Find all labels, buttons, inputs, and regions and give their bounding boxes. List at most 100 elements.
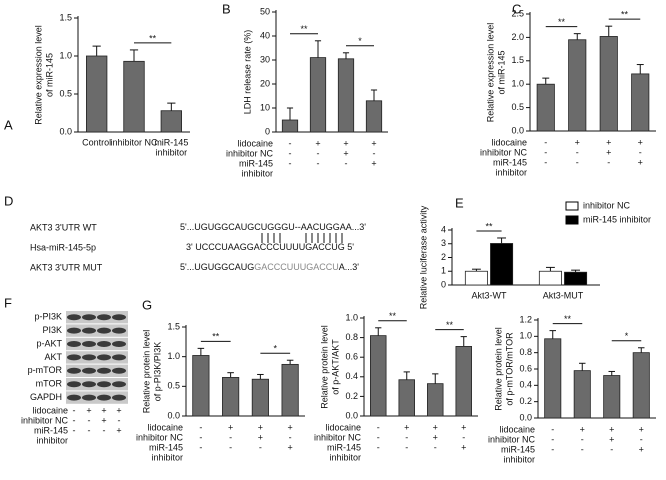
- legend-swatch: [565, 201, 579, 211]
- condition-label: inhibitor NC: [136, 432, 184, 442]
- condition-sign: -: [576, 147, 579, 157]
- condition-sign: +: [343, 148, 348, 158]
- bar: [536, 83, 555, 132]
- condition-sign: +: [315, 138, 320, 148]
- y-tick-label: 1.0: [345, 312, 358, 322]
- blot-band: [112, 314, 126, 321]
- blot-band: [112, 341, 126, 347]
- y-tick-label: 1.5: [511, 55, 524, 65]
- condition-label: miR-145: [327, 442, 361, 452]
- condition-sign: +: [371, 158, 376, 168]
- condition-sign: +: [461, 422, 466, 432]
- condition-sign: -: [199, 422, 202, 432]
- condition-sign: -: [551, 434, 554, 444]
- condition-sign: -: [88, 425, 91, 435]
- y-tick-label: 0.8: [345, 332, 358, 342]
- sequence: 3' UCCCUAAGGACCCUUUUGACCUG 5': [186, 242, 354, 252]
- y-tick-label: 0.0: [59, 126, 72, 136]
- y-tick-label: 0.5: [167, 381, 180, 391]
- significance-label: **: [300, 24, 308, 34]
- y-tick-label: 0: [265, 126, 270, 136]
- x-tick-label: Control: [82, 137, 111, 147]
- condition-label: miR-145: [34, 425, 68, 435]
- blot-band: [112, 354, 126, 361]
- condition-sign: -: [289, 158, 292, 168]
- blot-band: [67, 394, 81, 401]
- condition-sign: -: [73, 425, 76, 435]
- blot-band: [82, 394, 96, 401]
- y-tick-label: 0.2: [345, 391, 358, 401]
- x-tick-label: inhibitor NC: [110, 137, 158, 147]
- condition-sign: -: [73, 415, 76, 425]
- blot-band: [82, 367, 96, 374]
- sequence-segment: A...3': [339, 262, 360, 272]
- condition-label: inhibitor NC: [21, 415, 69, 425]
- x-tick-label: Akt3-MUT: [543, 290, 584, 300]
- condition-sign: +: [343, 138, 348, 148]
- condition-sign: +: [606, 147, 611, 157]
- panel-letter: D: [4, 193, 13, 208]
- protein-label: p-mTOR: [28, 365, 63, 375]
- condition-sign: +: [639, 444, 644, 454]
- significance-label: **: [485, 221, 493, 231]
- blot-band: [82, 341, 96, 347]
- y-axis-label: Relative protein level: [141, 330, 151, 414]
- sequence-panel: D AKT3 3'UTR WT 5'...UGUGGCAUGCUGGGU--AACU…: [4, 193, 366, 272]
- bar: [538, 270, 562, 286]
- bar: [455, 346, 472, 417]
- protein-label: PI3K: [42, 325, 62, 335]
- bar: [599, 36, 618, 132]
- condition-sign: -: [377, 422, 380, 432]
- blot-band: [82, 327, 96, 334]
- sequence-name: AKT3 3'UTR WT: [30, 222, 97, 232]
- legend-label: inhibitor NC: [583, 200, 631, 210]
- blot-band: [67, 341, 81, 347]
- condition-sign: +: [433, 422, 438, 432]
- y-tick-label: 1: [441, 266, 446, 276]
- y-axis-label: of p-PI3K/PI3K: [152, 342, 162, 402]
- condition-sign: +: [258, 422, 263, 432]
- panel-letter: E: [455, 195, 464, 210]
- bar: [603, 375, 621, 419]
- y-tick-label: 30: [260, 54, 270, 64]
- condition-label: miR-145: [149, 442, 183, 452]
- significance-label: *: [358, 36, 362, 46]
- condition-sign: +: [609, 434, 614, 444]
- sequence-segment: 3' UCCCUAAGGACCCUUUUGACCUG 5': [186, 242, 354, 252]
- sequence: 5'...UGUGGCAUGGACCCUUUGACCUA...3': [180, 262, 359, 272]
- protein-label: AKT: [44, 352, 62, 362]
- sequence: 5'...UGUGGCAUGCUGGGU--AACUGGAA...3': [180, 222, 366, 232]
- condition-sign: -: [462, 432, 465, 442]
- y-tick-label: 1.0: [167, 351, 180, 361]
- condition-sign: -: [199, 442, 202, 452]
- y-tick-label: 20: [260, 78, 270, 88]
- condition-sign: +: [371, 138, 376, 148]
- y-axis-label: of p-AKT/AKT: [330, 339, 340, 395]
- panel-letter: F: [4, 295, 12, 310]
- condition-sign: -: [73, 405, 76, 415]
- condition-sign: +: [461, 442, 466, 452]
- blot-band: [97, 394, 111, 401]
- condition-sign: -: [289, 148, 292, 158]
- y-tick-label: 4: [441, 224, 446, 234]
- y-axis-label: Relative luciferase activity: [418, 205, 428, 309]
- condition-sign: +: [101, 415, 106, 425]
- bar: [370, 335, 387, 417]
- bar: [427, 383, 444, 417]
- blot-band: [97, 314, 111, 321]
- bar: [281, 119, 299, 133]
- panel-letter: G: [142, 297, 152, 312]
- condition-label: miR-145: [501, 444, 535, 454]
- condition-sign: -: [289, 432, 292, 442]
- sequence-segment: 5'...UGUGGCAUGCUGGGU--AACUGGAA...3': [180, 222, 366, 232]
- bar: [337, 58, 355, 133]
- condition-sign: -: [317, 158, 320, 168]
- condition-sign: -: [377, 432, 380, 442]
- significance-label: *: [273, 344, 277, 354]
- panel-letter: B: [222, 1, 231, 16]
- condition-sign: -: [88, 415, 91, 425]
- significance-label: **: [564, 314, 572, 324]
- y-tick-label: 0.6: [345, 352, 358, 362]
- bar: [631, 73, 650, 132]
- x-tick-label: miR-145: [154, 137, 188, 147]
